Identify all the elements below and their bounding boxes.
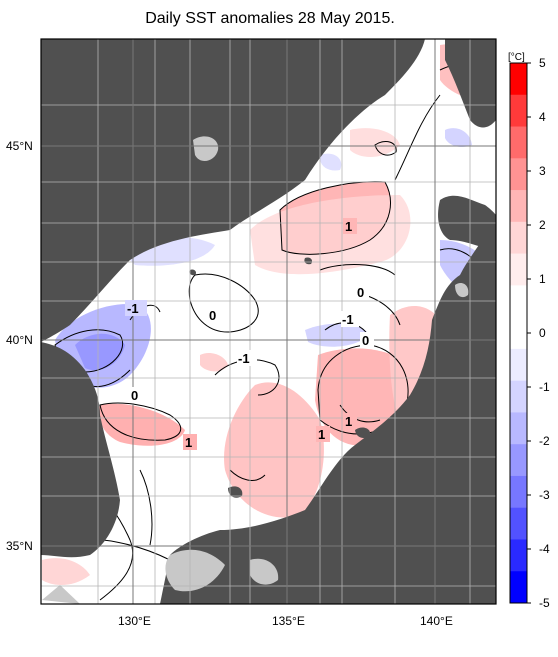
colorbar-tick-label: 5 — [539, 56, 546, 70]
lon-label-135: 135°E — [272, 614, 305, 628]
colorbar-tick-label: -3 — [539, 488, 550, 502]
colorbar-swatch — [510, 475, 527, 509]
contour-label: 0 — [209, 308, 216, 323]
colorbar-swatch — [510, 63, 527, 96]
colorbar-swatch — [510, 348, 527, 382]
colorbar-swatch — [510, 539, 527, 572]
contour-label: -1 — [342, 312, 354, 327]
contour-labels: 1 0 -1 0 -1 0 -1 0 1 1 1 — [125, 218, 374, 450]
latitude-labels: 45°N 40°N 35°N — [6, 139, 33, 553]
lat-label-40: 40°N — [6, 333, 33, 347]
colorbar-tick-label: -1 — [539, 380, 550, 394]
inland-light-areas — [42, 136, 469, 604]
lat-label-35: 35°N — [6, 539, 33, 553]
colorbar-tick-label: 1 — [539, 272, 546, 286]
contour-label: -1 — [238, 351, 250, 366]
colorbar-tick-label: -5 — [539, 596, 550, 610]
graticule-fine — [41, 39, 496, 604]
colorbar: [°C] 5 4 3 2 1 0 -1 -2 -3 -4 -5 — [508, 52, 550, 610]
contour-label: 1 — [318, 427, 325, 442]
contour-label: 1 — [345, 414, 352, 429]
colorbar-swatch — [510, 253, 527, 286]
map-frame — [40, 38, 497, 605]
colorbar-swatch — [510, 126, 527, 159]
colorbar-tick-label: 2 — [539, 218, 546, 232]
colorbar-unit: [°C] — [508, 52, 525, 63]
contour-label: 1 — [185, 435, 192, 450]
map-title: Daily SST anomalies 28 May 2015. — [145, 10, 395, 27]
colorbar-swatch — [510, 380, 527, 413]
colorbar-swatches — [510, 63, 527, 604]
contour-label: 1 — [345, 219, 352, 234]
longitude-labels: 130°E 135°E 140°E — [118, 614, 453, 628]
lon-label-130: 130°E — [118, 614, 151, 628]
lon-label-140: 140°E — [420, 614, 453, 628]
colorbar-swatch — [510, 444, 527, 477]
contour-label: -1 — [127, 301, 139, 316]
contour-label: 0 — [362, 333, 369, 348]
contour-label: 0 — [131, 388, 138, 403]
colorbar-tick-label: 4 — [539, 110, 546, 124]
colorbar-swatch — [510, 507, 527, 540]
lat-label-45: 45°N — [6, 139, 33, 153]
warm-anomaly-patches — [42, 43, 496, 585]
colorbar-swatch — [510, 317, 527, 350]
colorbar-swatch — [510, 158, 527, 191]
contour-label: 0 — [357, 285, 364, 300]
colorbar-tick-label: -2 — [539, 434, 550, 448]
colorbar-swatch — [510, 221, 527, 255]
colorbar-swatch — [510, 94, 527, 128]
colorbar-swatch — [510, 412, 527, 445]
colorbar-swatch — [510, 285, 527, 318]
colorbar-tick-label: 0 — [539, 326, 546, 340]
colorbar-tick-label: 3 — [539, 164, 546, 178]
colorbar-ticks: 5 4 3 2 1 0 -1 -2 -3 -4 -5 — [527, 56, 550, 610]
graticule-major — [41, 39, 496, 604]
colorbar-swatch — [510, 190, 527, 223]
colorbar-tick-label: -4 — [539, 542, 550, 556]
colorbar-swatch — [510, 571, 527, 604]
